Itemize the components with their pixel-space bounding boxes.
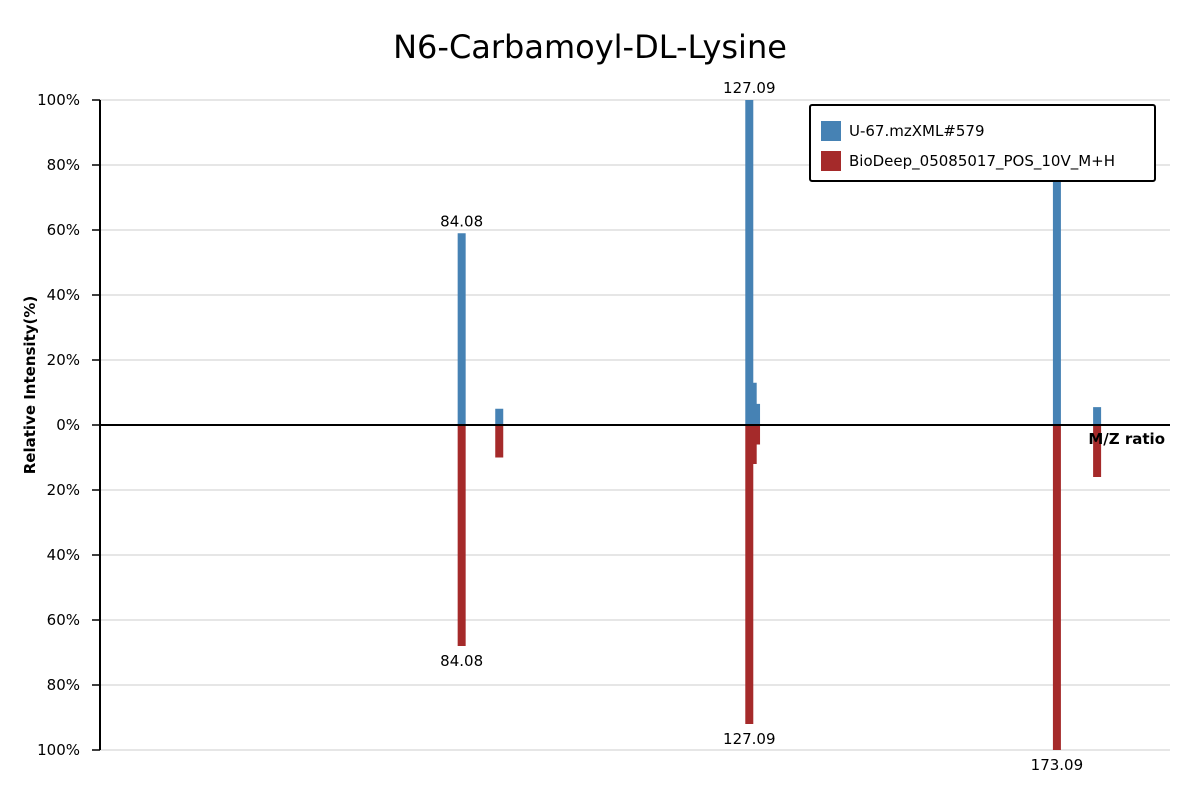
peak-bars — [457, 100, 1102, 750]
y-tick-labels: 100% 80% 60% 40% 20% 0% 20% 40% 60% 80% 100% — [37, 91, 100, 759]
y-axis-label: Relative Intensity(%) — [21, 296, 39, 475]
y-tick-label: 40% — [47, 546, 80, 564]
reference-peak-bar — [457, 425, 466, 646]
query-peak-bar — [1052, 126, 1061, 425]
grid-lines — [100, 99, 1170, 751]
y-tick-label: 40% — [47, 286, 80, 304]
query-peak-bar — [1093, 407, 1102, 425]
legend-swatch-query — [821, 121, 841, 141]
legend-label-query: U-67.mzXML#579 — [849, 122, 985, 140]
y-tick-label: 100% — [37, 741, 80, 759]
y-tick-label: 100% — [37, 91, 80, 109]
query-peak-bar — [745, 100, 754, 425]
query-peak-label: 84.08 — [440, 212, 483, 230]
query-peak-bar — [495, 408, 504, 425]
legend-label-reference: BioDeep_05085017_POS_10V_M+H — [849, 152, 1116, 170]
legend: U-67.mzXML#579 BioDeep_05085017_POS_10V_… — [809, 104, 1156, 182]
reference-peak-bar — [752, 425, 761, 445]
reference-peak-label: 173.09 — [1031, 756, 1084, 774]
y-tick-label: 80% — [47, 676, 80, 694]
query-peak-bar — [457, 233, 466, 425]
reference-peak-bar — [1052, 425, 1061, 750]
y-tick-label: 0% — [56, 416, 80, 434]
chart-title: N6-Carbamoyl-DL-Lysine — [393, 28, 787, 66]
y-tick-label: 80% — [47, 156, 80, 174]
reference-peak-label: 127.09 — [723, 730, 776, 748]
legend-swatch-reference — [821, 151, 841, 171]
axes — [99, 100, 1170, 750]
y-tick-label: 60% — [47, 221, 80, 239]
y-tick-label: 20% — [47, 481, 80, 499]
reference-peak-bar — [1093, 425, 1102, 477]
legend-item-reference: BioDeep_05085017_POS_10V_M+H — [821, 151, 1115, 171]
x-axis-label: M/Z ratio — [1088, 430, 1165, 448]
y-tick-label: 60% — [47, 611, 80, 629]
legend-item-query: U-67.mzXML#579 — [821, 121, 985, 141]
y-tick-label: 20% — [47, 351, 80, 369]
reference-peak-label: 84.08 — [440, 652, 483, 670]
query-peak-bar — [752, 403, 761, 425]
reference-peak-bar — [745, 425, 754, 724]
query-peak-label: 127.09 — [723, 79, 776, 97]
reference-peak-bar — [495, 425, 504, 458]
